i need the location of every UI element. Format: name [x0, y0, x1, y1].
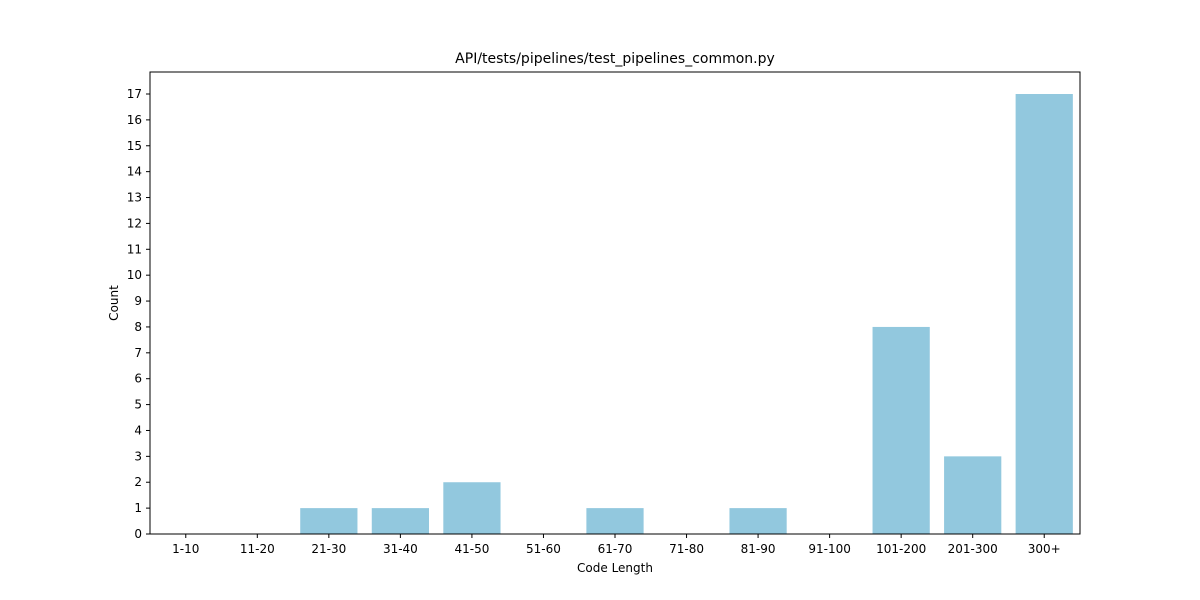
- bar-201-300: [944, 456, 1001, 534]
- y-tick-label: 7: [134, 346, 142, 360]
- y-tick-label: 13: [127, 191, 142, 205]
- x-tick-label: 101-200: [876, 542, 926, 556]
- y-tick-label: 12: [127, 216, 142, 230]
- y-tick-label: 1: [134, 501, 142, 515]
- x-tick-label: 91-100: [808, 542, 851, 556]
- bar-81-90: [729, 508, 786, 534]
- bar-101-200: [873, 327, 930, 534]
- x-tick-label: 51-60: [526, 542, 561, 556]
- y-tick-label: 10: [127, 268, 142, 282]
- x-tick-label: 71-80: [669, 542, 704, 556]
- x-tick-label: 1-10: [172, 542, 199, 556]
- y-tick-label: 2: [134, 475, 142, 489]
- x-tick-label: 31-40: [383, 542, 418, 556]
- bar-21-30: [300, 508, 357, 534]
- y-tick-label: 11: [127, 242, 142, 256]
- y-tick-label: 8: [134, 320, 142, 334]
- bar-41-50: [443, 482, 500, 534]
- y-tick-label: 0: [134, 527, 142, 541]
- y-tick-label: 14: [127, 165, 142, 179]
- bar-61-70: [586, 508, 643, 534]
- y-axis-title: Count: [107, 285, 121, 321]
- y-tick-label: 6: [134, 372, 142, 386]
- y-tick-label: 4: [134, 423, 142, 437]
- y-tick-label: 9: [134, 294, 142, 308]
- y-tick-label: 5: [134, 398, 142, 412]
- x-tick-label: 300+: [1028, 542, 1061, 556]
- chart-title: API/tests/pipelines/test_pipelines_commo…: [455, 51, 775, 67]
- x-tick-label: 21-30: [311, 542, 346, 556]
- plot-frame: [150, 72, 1080, 534]
- y-tick-label: 3: [134, 449, 142, 463]
- x-tick-label: 201-300: [948, 542, 998, 556]
- bar-31-40: [372, 508, 429, 534]
- y-tick-label: 16: [127, 113, 142, 127]
- bar-300+: [1016, 94, 1073, 534]
- x-axis: 1-10 11-20 21-30 31-40 41-50 51-60 61-70 71-80 8…: [172, 534, 1061, 556]
- bars-group: [300, 94, 1073, 534]
- x-tick-label: 41-50: [454, 542, 489, 556]
- y-tick-label: 15: [127, 139, 142, 153]
- x-axis-title: Code Length: [577, 561, 653, 575]
- y-tick-label: 17: [127, 87, 142, 101]
- x-tick-label: 11-20: [240, 542, 275, 556]
- x-tick-label: 61-70: [598, 542, 633, 556]
- x-tick-label: 81-90: [741, 542, 776, 556]
